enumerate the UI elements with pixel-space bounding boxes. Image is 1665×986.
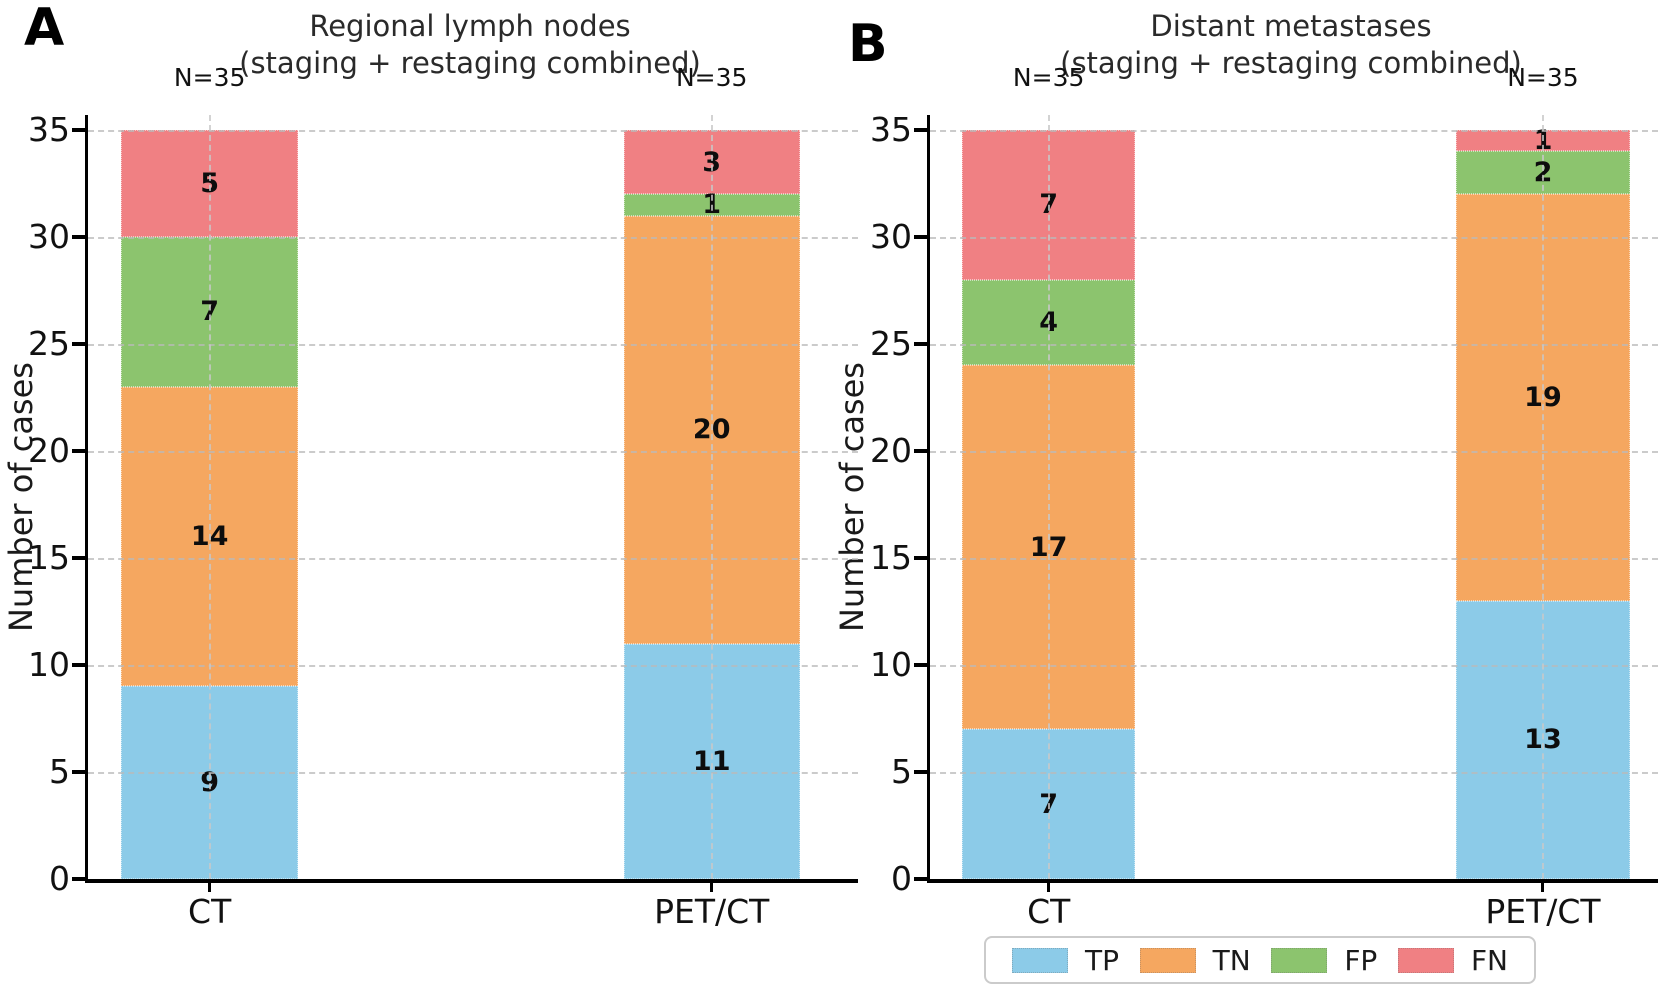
bar-segment-FN <box>623 130 800 195</box>
bar-total-label-PET/CT: N=35 <box>1507 63 1579 92</box>
legend-swatch-TP <box>1012 947 1068 973</box>
y-tick-mark-0 <box>72 877 85 881</box>
panel-a-title-line2: (staging + restaging combined) <box>239 46 701 80</box>
y-tick-mark-20 <box>72 448 85 453</box>
bar-segment-FP <box>623 194 800 216</box>
stacked-bar-PET/CT: 13 19 2 1 <box>1456 125 1630 879</box>
y-tick-label-5: 5 <box>891 751 912 791</box>
y-tick-label-0: 0 <box>49 859 70 898</box>
y-tick-mark-35 <box>914 127 927 132</box>
x-tick-mark-PET/CT <box>1541 883 1545 892</box>
x-tick-mark-CT <box>1047 883 1051 892</box>
panel-a-title-line1: Regional lymph nodes <box>309 9 631 43</box>
bar-segment-TN <box>623 215 800 644</box>
y-tick-label-20: 20 <box>28 430 70 470</box>
panel-b-letter: B <box>848 14 888 74</box>
legend-label-TN: TN <box>1212 943 1251 977</box>
panel-b-plot-area: 0 5 10 15 20 25 30 35 CT N=35 7 17 4 7 PET/CT N=35 13 19 2… <box>870 63 1658 931</box>
legend-label-FN: FN <box>1470 943 1508 977</box>
legend-entry-TN: TN <box>1139 943 1251 977</box>
y-tick-label-5: 5 <box>49 751 70 791</box>
legend-entry-FN: FN <box>1397 943 1508 977</box>
x-tick-label-CT: CT <box>1027 892 1071 931</box>
legend-label-FP: FP <box>1344 943 1378 977</box>
bar-segment-TN <box>1456 194 1630 601</box>
y-tick-mark-20 <box>914 448 927 453</box>
legend-swatch-TN <box>1139 947 1196 973</box>
y-tick-mark-15 <box>914 555 927 560</box>
panel-b-title-line1: Distant metastases <box>1150 9 1432 43</box>
stacked-bar-CT: 9 14 7 5 <box>121 130 298 879</box>
y-tick-mark-25 <box>72 341 85 346</box>
bar-segment-FN <box>1456 130 1630 152</box>
y-tick-mark-30 <box>914 234 927 239</box>
bar-segment-TP <box>121 686 298 879</box>
y-tick-label-10: 10 <box>870 644 912 684</box>
y-tick-label-30: 30 <box>28 216 70 256</box>
y-tick-mark-15 <box>72 555 85 560</box>
panel-b-title-line2: (staging + restaging combined) <box>1060 46 1522 80</box>
y-tick-mark-10 <box>72 662 85 667</box>
legend-entry-TP: TP <box>1012 944 1119 977</box>
y-tick-mark-10 <box>914 662 927 667</box>
legend-label-TP: TP <box>1085 943 1119 977</box>
bar-segment-TP <box>1456 600 1630 879</box>
y-tick-label-15: 15 <box>870 537 912 577</box>
bar-segment-FP <box>121 237 298 387</box>
y-tick-label-35: 35 <box>28 109 70 149</box>
x-tick-label-PET/CT: PET/CT <box>1485 892 1601 931</box>
bar-segment-TN <box>962 365 1136 730</box>
y-tick-label-25: 25 <box>28 323 70 363</box>
y-tick-mark-25 <box>914 341 927 346</box>
panel-b-title: Distant metastases (staging + restaging … <box>927 8 1655 82</box>
y-tick-mark-30 <box>72 234 85 239</box>
x-tick-label-PET/CT: PET/CT <box>654 892 770 931</box>
y-tick-mark-35 <box>72 127 85 132</box>
x-tick-mark-PET/CT <box>710 883 714 892</box>
stacked-bar-CT: 7 17 4 7 <box>962 130 1136 879</box>
bar-segment-FP <box>962 279 1136 366</box>
y-tick-label-20: 20 <box>870 430 912 470</box>
legend-entry-FP: FP <box>1271 944 1377 977</box>
y-tick-mark-5 <box>914 769 927 774</box>
y-tick-label-10: 10 <box>28 644 70 684</box>
bar-segment-TP <box>623 643 800 879</box>
y-tick-label-30: 30 <box>870 216 912 256</box>
x-tick-label-CT: CT <box>188 892 232 931</box>
legend: TP TN FP FN <box>984 936 1536 984</box>
bar-segment-TN <box>121 386 298 687</box>
y-tick-mark-0 <box>914 877 927 881</box>
bar-total-label-CT: N=35 <box>173 63 246 92</box>
bar-segment-FN <box>121 130 298 237</box>
bar-total-label-PET/CT: N=35 <box>675 63 748 92</box>
legend-swatch-FP <box>1271 947 1328 973</box>
x-tick-mark-CT <box>208 883 212 892</box>
bar-segment-FP <box>1456 151 1630 195</box>
y-tick-mark-5 <box>72 769 85 774</box>
panel-a-title: Regional lymph nodes (staging + restagin… <box>85 8 855 82</box>
y-tick-label-0: 0 <box>891 859 912 898</box>
bar-segment-FN <box>962 130 1136 280</box>
panel-a-plot-area: 0 5 10 15 20 25 30 35 CT N=35 9 14 7 5 PET/CT N=35 11 20 1… <box>28 63 858 931</box>
y-tick-label-15: 15 <box>28 537 70 577</box>
legend-swatch-FN <box>1397 947 1454 973</box>
bar-segment-TP <box>962 729 1136 879</box>
y-tick-label-35: 35 <box>870 109 912 149</box>
stacked-bar-PET/CT: 11 20 1 3 <box>623 130 800 879</box>
panel-a-letter: A <box>24 0 65 58</box>
bar-total-label-CT: N=35 <box>1012 63 1085 92</box>
y-tick-label-25: 25 <box>870 323 912 363</box>
